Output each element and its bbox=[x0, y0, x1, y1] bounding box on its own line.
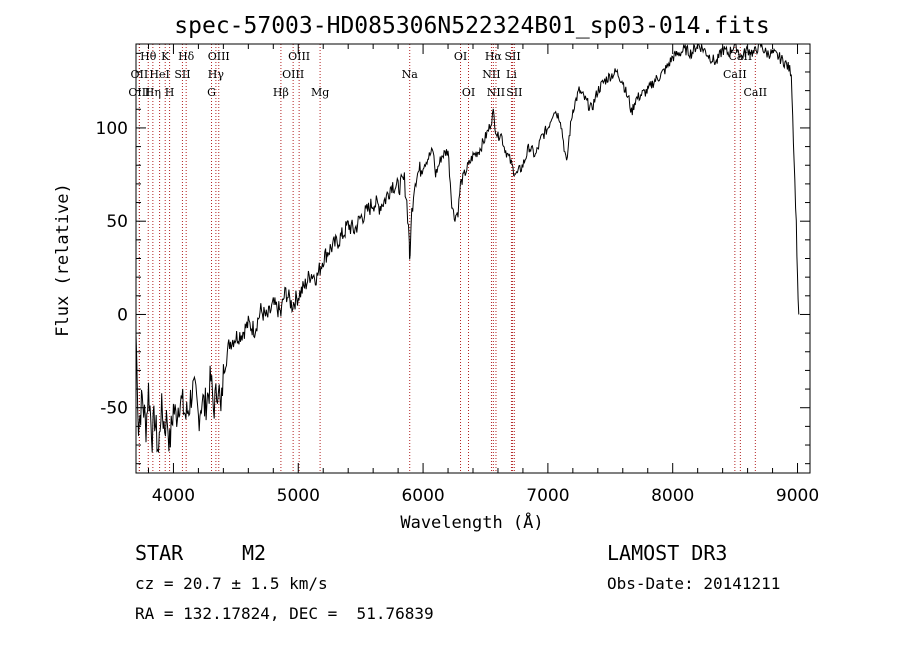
spectral-line-label: OI bbox=[462, 86, 475, 99]
spectral-line-label: OIII bbox=[128, 86, 150, 99]
y-tick-label: 100 bbox=[96, 119, 128, 139]
x-tick-label: 9000 bbox=[776, 486, 819, 506]
spectral-line-label: NII bbox=[487, 86, 505, 99]
spectrum-line bbox=[135, 43, 800, 453]
y-axis-ticks: -50 0 50 100 bbox=[96, 52, 810, 465]
chart-title: spec-57003-HD085306N522324B01_sp03-014.f… bbox=[174, 13, 769, 39]
spectral-line-label: Hγ bbox=[208, 68, 225, 81]
spectral-line-label: K bbox=[161, 50, 170, 63]
spectral-line-label: OIII bbox=[282, 68, 304, 81]
object-subclass: M2 bbox=[242, 541, 267, 565]
object-class: STAR bbox=[135, 541, 184, 565]
plot-frame bbox=[135, 43, 811, 474]
spectral-line-label: G bbox=[207, 86, 216, 99]
spectral-line-label: OIII bbox=[208, 50, 230, 63]
spectral-line-label: OIII bbox=[288, 50, 310, 63]
x-tick-label: 5000 bbox=[277, 486, 320, 506]
spectral-line-label: H bbox=[165, 86, 175, 99]
spectral-line-label: HeI bbox=[149, 68, 169, 81]
obs-date: Obs-Date: 20141211 bbox=[607, 574, 781, 593]
spectral-line-label: CaII bbox=[723, 68, 747, 81]
spectral-line-label: OII bbox=[131, 68, 149, 81]
spectral-line-label: Hβ bbox=[273, 86, 289, 99]
spectral-line-label: Hδ bbox=[178, 50, 195, 63]
spectral-line-label: NII bbox=[482, 68, 500, 81]
spectral-line-label: SII bbox=[504, 50, 520, 63]
spectral-line-labels: Hθ OII OIII K HeI Hη Hδ SII H OIII Hγ G OIII OIII Hβ Mg… bbox=[128, 50, 767, 99]
y-tick-label: -50 bbox=[100, 399, 128, 419]
spectral-line-label: Hη bbox=[145, 86, 161, 99]
x-tick-label: 8000 bbox=[651, 486, 694, 506]
y-tick-label: 0 bbox=[117, 305, 128, 325]
spectral-line-label: Li bbox=[506, 68, 517, 81]
coordinates: RA = 132.17824, DEC = 51.76839 bbox=[135, 604, 434, 623]
spectral-line-label: SII bbox=[506, 86, 522, 99]
spectral-line-label: Hθ bbox=[140, 50, 157, 63]
x-tick-label: 6000 bbox=[401, 486, 444, 506]
redshift-cz: cz = 20.7 ± 1.5 km/s bbox=[135, 574, 328, 593]
y-axis-label: Flux (relative) bbox=[53, 183, 73, 337]
spectral-line-label: OI bbox=[454, 50, 467, 63]
x-axis-ticks: 4000 5000 6000 7000 8000 9000 bbox=[147, 44, 819, 506]
spectral-line-label: Hα bbox=[485, 50, 503, 63]
x-tick-label: 4000 bbox=[152, 486, 195, 506]
spectral-line-label: Na bbox=[402, 68, 419, 81]
x-axis-label: Wavelength (Å) bbox=[400, 511, 543, 533]
x-tick-label: 7000 bbox=[526, 486, 569, 506]
survey-name: LAMOST DR3 bbox=[607, 541, 728, 565]
spectral-line-label: SII bbox=[174, 68, 190, 81]
spectral-line-markers bbox=[138, 44, 756, 473]
spectral-line-label: CaII bbox=[743, 86, 767, 99]
spectral-line-label: Mg bbox=[311, 86, 329, 99]
y-tick-label: 50 bbox=[106, 212, 128, 232]
